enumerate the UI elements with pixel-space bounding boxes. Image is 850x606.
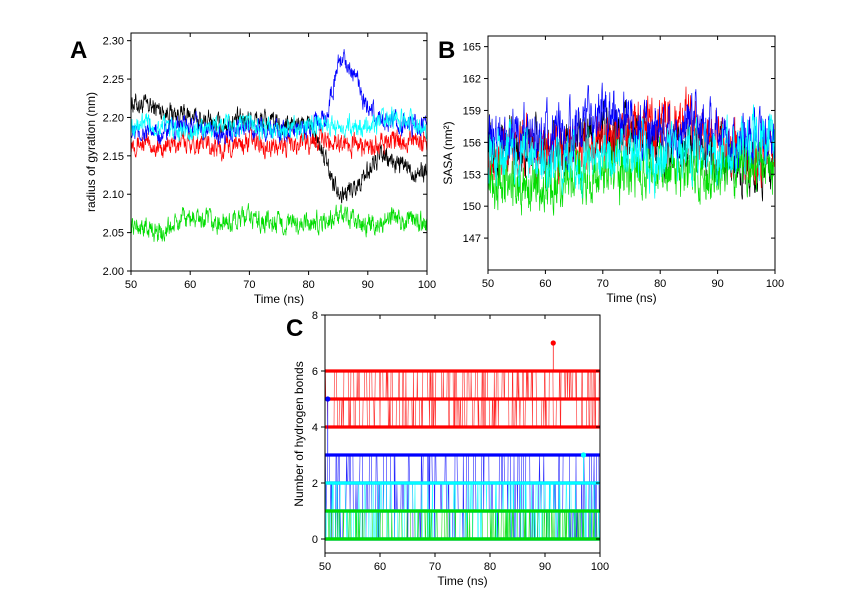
y-tick-label: 2.30	[103, 36, 124, 48]
series-line	[131, 106, 427, 142]
y-axis-label: SASA (nm²)	[441, 121, 455, 184]
y-axis-label: radius of gyration (nm)	[84, 92, 98, 212]
x-tick-label: 70	[243, 279, 255, 291]
series-layer	[325, 340, 601, 541]
outlier-point	[325, 396, 331, 402]
plot-frame	[324, 314, 601, 554]
x-tick-label: 70	[597, 278, 609, 290]
x-tick-label: 90	[362, 279, 374, 291]
y-tick-label: 162	[463, 74, 481, 86]
x-tick-label: 50	[319, 561, 331, 573]
x-tick-label: 50	[482, 278, 494, 290]
x-tick-label: 80	[302, 279, 314, 291]
x-tick-label: 90	[539, 561, 551, 573]
y-tick-label: 153	[463, 169, 481, 181]
plot-frame	[130, 32, 428, 272]
y-tick-label: 147	[463, 233, 481, 245]
y-tick-label: 2.15	[103, 151, 124, 163]
y-tick-label: 2.10	[103, 189, 124, 201]
x-tick-label: 100	[418, 279, 436, 291]
outlier-point	[550, 340, 556, 346]
x-tick-label: 90	[711, 278, 723, 290]
series-line	[488, 104, 775, 199]
y-tick-label: 159	[463, 105, 481, 117]
panel-a: 50 60 70 80 90 100 2.00 2.05 2.10 2.15 2.20 2.25 2.3…	[84, 32, 436, 306]
panel-b: 50 60 70 80 90 100 147 150 153 156 159 162 165 Time (…	[441, 35, 784, 305]
series-line	[131, 126, 427, 162]
y-tick-label: 2	[312, 478, 318, 490]
plot-area	[488, 82, 775, 216]
series-layer	[131, 49, 427, 242]
x-tick-label: 80	[654, 278, 666, 290]
axes: 50 60 70 80 90 100 147 150 153 156 159 162 165 Time (…	[441, 35, 784, 305]
x-tick-label: 70	[429, 561, 441, 573]
series-line	[131, 203, 427, 242]
plot-area	[325, 340, 601, 541]
axes: 50 60 70 80 90 100 0 2 4 6 8 Time (ns) Number of hyd…	[292, 310, 609, 588]
y-tick-label: 150	[463, 201, 481, 213]
y-tick-label: 8	[312, 310, 318, 322]
series-line	[488, 131, 775, 216]
panel-label-c: C	[286, 315, 303, 342]
y-tick-label: 156	[463, 137, 481, 149]
panel-c: 50 60 70 80 90 100 0 2 4 6 8 Time (ns) Number of hyd…	[292, 310, 609, 588]
panel-label-a: A	[70, 37, 87, 64]
plot-area	[131, 49, 427, 242]
x-tick-label: 60	[539, 278, 551, 290]
axes: 50 60 70 80 90 100 2.00 2.05 2.10 2.15 2.20 2.25 2.3…	[84, 32, 436, 306]
y-tick-label: 2.00	[103, 266, 124, 278]
x-axis-label: Time (ns)	[254, 292, 304, 306]
x-tick-label: 60	[184, 279, 196, 291]
x-tick-label: 50	[125, 279, 137, 291]
x-tick-label: 80	[484, 561, 496, 573]
y-tick-label: 4	[312, 422, 318, 434]
x-tick-label: 60	[374, 561, 386, 573]
y-tick-label: 2.05	[103, 228, 124, 240]
x-axis-label: Time (ns)	[606, 291, 656, 305]
y-tick-label: 2.20	[103, 112, 124, 124]
x-tick-label: 100	[591, 561, 609, 573]
x-tick-label: 100	[766, 278, 784, 290]
y-tick-label: 6	[312, 366, 318, 378]
y-tick-label: 165	[463, 42, 481, 54]
outlier-point	[580, 452, 587, 458]
panel-label-b: B	[438, 37, 455, 64]
series-layer	[488, 82, 775, 216]
x-axis-label: Time (ns)	[437, 574, 487, 588]
y-tick-label: 2.25	[103, 74, 124, 86]
y-tick-label: 0	[312, 534, 318, 546]
series-line	[131, 49, 427, 145]
plot-frame	[487, 35, 776, 271]
y-axis-label: Number of hydrogen bonds	[292, 361, 306, 506]
